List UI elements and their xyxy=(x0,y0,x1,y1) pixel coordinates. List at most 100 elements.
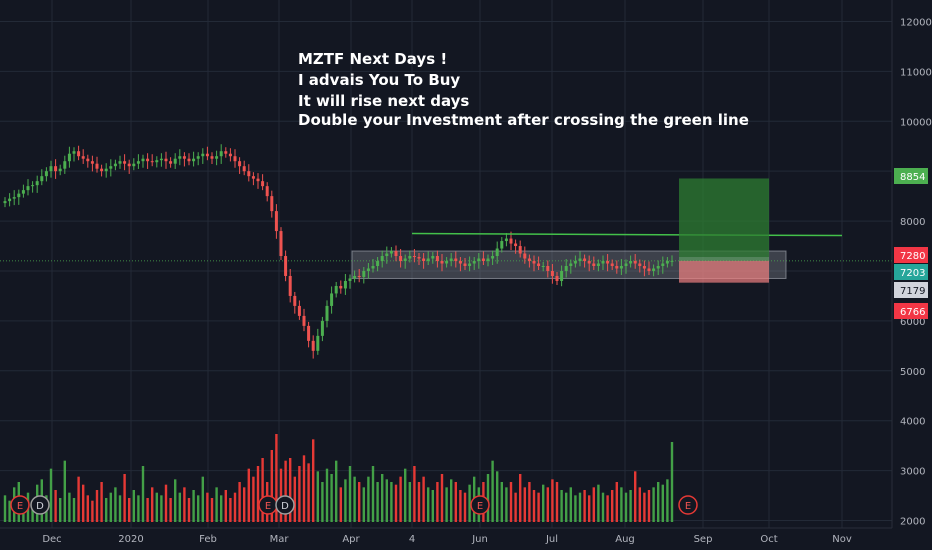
volume-bar xyxy=(348,466,352,522)
volume-bar xyxy=(629,490,632,522)
candle-body xyxy=(251,176,255,179)
volume-bar xyxy=(307,463,310,522)
candle xyxy=(320,316,324,342)
volume-bars xyxy=(3,434,674,522)
x-tick-label: Jul xyxy=(545,534,558,545)
candle-body xyxy=(463,263,467,266)
volume-bar xyxy=(3,495,7,522)
volume-bar xyxy=(500,482,503,522)
volume-bar xyxy=(169,498,172,522)
event-marker-e: E xyxy=(470,495,490,515)
candle-body xyxy=(297,305,301,316)
candle xyxy=(49,160,53,178)
candle-body xyxy=(127,163,131,167)
price-label-text: 7179 xyxy=(900,286,925,297)
event-marker-circle xyxy=(275,495,295,515)
volume-bar xyxy=(491,460,494,522)
candle-body xyxy=(17,193,21,198)
volume-bar xyxy=(220,495,223,522)
volume-bar xyxy=(362,487,365,522)
volume-bar xyxy=(95,490,99,522)
candle-body xyxy=(8,198,12,202)
volume-bar xyxy=(555,482,559,522)
candle xyxy=(159,153,163,167)
price-label-text: 8854 xyxy=(900,172,925,183)
candle xyxy=(178,149,182,166)
candle xyxy=(399,249,403,268)
candle xyxy=(638,259,642,273)
candle xyxy=(440,254,444,272)
candle-body xyxy=(192,158,196,162)
profit-zone-lower xyxy=(679,257,769,261)
candle-body xyxy=(445,261,449,264)
candle-body xyxy=(440,261,444,264)
volume-bar xyxy=(606,495,609,522)
candle-body xyxy=(670,260,674,262)
volume-bar xyxy=(86,495,89,522)
candle xyxy=(610,259,614,270)
volume-bar xyxy=(151,487,154,522)
candle-body xyxy=(26,186,30,191)
candle xyxy=(228,148,232,162)
volume-bar xyxy=(261,458,264,522)
volume-bar xyxy=(560,490,563,522)
volume-bar xyxy=(197,495,200,522)
candle xyxy=(100,164,104,177)
volume-bar xyxy=(146,498,149,522)
candle-body xyxy=(615,266,619,269)
candle-body xyxy=(357,275,361,277)
volume-bar xyxy=(164,484,168,522)
candle xyxy=(17,189,21,205)
y-tick-label: 3000 xyxy=(900,467,925,478)
volume-bar xyxy=(661,484,664,522)
volume-bar xyxy=(371,466,375,522)
x-axis[interactable]: Dec 2020 Feb Mar Apr 4 Jun Jul Aug Sep Oct Nov xyxy=(0,527,892,545)
candle-body xyxy=(265,186,269,197)
y-axis[interactable]: 2000300040005000600070008000900010000110… xyxy=(891,0,932,528)
volume-bar xyxy=(68,492,71,522)
candle-body xyxy=(348,278,352,281)
long-position-tool[interactable] xyxy=(411,178,843,283)
volume-bar xyxy=(647,490,651,522)
volume-bar xyxy=(427,487,430,522)
candle xyxy=(422,253,426,269)
candle-body xyxy=(426,258,430,262)
y-tick-label: 10000 xyxy=(900,117,932,128)
candle xyxy=(596,259,600,272)
volume-bar xyxy=(574,495,577,522)
candle xyxy=(31,181,35,193)
event-marker-letter: E xyxy=(265,501,271,512)
event-marker-e: E xyxy=(10,495,30,515)
candle-body xyxy=(330,293,334,306)
candle xyxy=(182,152,186,167)
candle-body xyxy=(215,156,219,159)
candle xyxy=(44,167,48,182)
event-marker-d: D xyxy=(30,495,50,515)
candle xyxy=(472,257,476,270)
candle-body xyxy=(592,263,596,266)
candle xyxy=(169,157,173,168)
volume-bar xyxy=(657,482,660,522)
candle-body xyxy=(86,158,90,162)
candle-body xyxy=(573,261,577,264)
candle xyxy=(224,147,228,158)
candle xyxy=(77,145,81,161)
volume-bar xyxy=(652,487,655,522)
candle xyxy=(284,250,288,282)
candle xyxy=(491,250,495,266)
volume-bar xyxy=(252,476,255,522)
y-tick-label: 6000 xyxy=(900,317,925,328)
candle xyxy=(587,255,591,272)
candle-body xyxy=(58,168,62,172)
volume-bar xyxy=(215,487,218,522)
candle-body xyxy=(228,153,232,157)
candle-body xyxy=(564,266,568,271)
annotation-line-1: MZTF Next Days ! xyxy=(298,50,447,68)
candle xyxy=(583,254,587,268)
volume-bar xyxy=(624,492,628,522)
volume-bar xyxy=(238,482,241,522)
candle xyxy=(569,259,573,274)
